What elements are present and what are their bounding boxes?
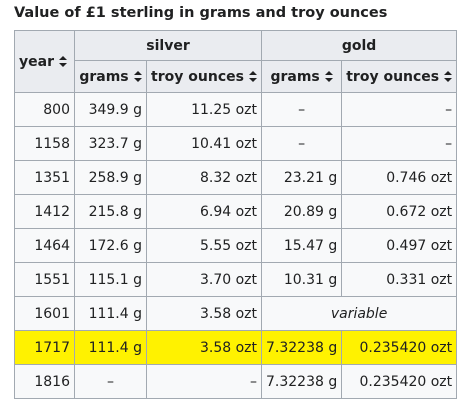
table-row: 1412 215.8 g 6.94 ozt 20.89 g 0.672 ozt <box>14 194 458 229</box>
gold-grams-cell: 15.47 g <box>260 228 343 263</box>
gold-grams-cell: 23.21 g <box>260 160 343 195</box>
year-cell: 1412 <box>14 194 75 229</box>
sort-arrows-icon <box>58 55 67 67</box>
silver-troy-ounces-cell: – <box>146 364 262 399</box>
year-header-label: year <box>19 53 54 70</box>
column-group-silver: silver <box>74 30 262 61</box>
year-cell: 1464 <box>14 228 75 263</box>
header-label: troy ounces <box>346 68 440 85</box>
silver-header-label: silver <box>146 37 190 54</box>
header-label: grams <box>79 68 129 85</box>
silver-grams-cell: 323.7 g <box>74 126 147 161</box>
silver-troy-ounces-cell: 11.25 ozt <box>146 92 262 127</box>
gold-header-label: gold <box>341 37 377 54</box>
silver-grams-cell: 111.4 g <box>74 296 147 331</box>
year-cell: 1717 <box>14 330 75 365</box>
table-row: 1601 111.4 g 3.58 ozt variable <box>14 296 458 331</box>
gold-grams-cell: – <box>260 126 343 161</box>
gold-troy-ounces-cell: 0.331 ozt <box>341 262 458 297</box>
silver-grams-cell: 215.8 g <box>74 194 147 229</box>
year-cell: 800 <box>14 92 75 127</box>
header-label: grams <box>270 68 320 85</box>
column-header-gold-grams[interactable]: grams <box>260 60 343 93</box>
silver-troy-ounces-cell: 8.32 ozt <box>146 160 262 195</box>
column-header-gold-troy-ounces[interactable]: troy ounces <box>341 60 458 93</box>
gold-grams-cell: 7.32238 g <box>260 364 343 399</box>
column-header-silver-troy-ounces[interactable]: troy ounces <box>146 60 262 93</box>
gold-grams-cell: 20.89 g <box>260 194 343 229</box>
column-header-year[interactable]: year <box>14 30 75 93</box>
year-cell: 1551 <box>14 262 75 297</box>
header-label: troy ounces <box>151 68 244 85</box>
silver-grams-cell: 349.9 g <box>74 92 147 127</box>
silver-troy-ounces-cell: 3.58 ozt <box>146 296 262 331</box>
silver-troy-ounces-cell: 3.70 ozt <box>146 262 262 297</box>
sort-arrows-icon <box>444 70 453 82</box>
table-row: 1551 115.1 g 3.70 ozt 10.31 g 0.331 ozt <box>14 262 458 297</box>
silver-grams-cell: 111.4 g <box>74 330 147 365</box>
sterling-value-table: year silver gold grams troy ounces grams… <box>14 30 458 399</box>
silver-grams-cell: – <box>74 364 147 399</box>
sort-arrows-icon <box>248 70 257 82</box>
table-row: 1816 – – 7.32238 g 0.235420 ozt <box>14 364 458 399</box>
silver-troy-ounces-cell: 5.55 ozt <box>146 228 262 263</box>
gold-troy-ounces-cell: 0.235420 ozt <box>341 364 458 399</box>
gold-grams-cell: 10.31 g <box>260 262 343 297</box>
column-header-silver-grams[interactable]: grams <box>74 60 147 93</box>
gold-troy-ounces-cell: 0.235420 ozt <box>341 330 458 365</box>
year-cell: 1158 <box>14 126 75 161</box>
table-row: 1464 172.6 g 5.55 ozt 15.47 g 0.497 ozt <box>14 228 458 263</box>
gold-grams-cell: 7.32238 g <box>260 330 343 365</box>
silver-grams-cell: 115.1 g <box>74 262 147 297</box>
gold-troy-ounces-cell: – <box>341 126 458 161</box>
table-row: 800 349.9 g 11.25 ozt – – <box>14 92 458 127</box>
gold-troy-ounces-cell: 0.746 ozt <box>341 160 458 195</box>
silver-grams-cell: 258.9 g <box>74 160 147 195</box>
gold-variable-note: variable <box>260 296 458 331</box>
silver-troy-ounces-cell: 10.41 ozt <box>146 126 262 161</box>
table-row-highlighted: 1717 111.4 g 3.58 ozt 7.32238 g 0.235420… <box>14 330 458 365</box>
year-cell: 1351 <box>14 160 75 195</box>
sort-arrows-icon <box>133 70 142 82</box>
gold-grams-cell: – <box>260 92 343 127</box>
column-group-gold: gold <box>260 30 458 61</box>
gold-troy-ounces-cell: – <box>341 92 458 127</box>
silver-troy-ounces-cell: 3.58 ozt <box>146 330 262 365</box>
year-cell: 1601 <box>14 296 75 331</box>
table-row: 1158 323.7 g 10.41 ozt – – <box>14 126 458 161</box>
year-cell: 1816 <box>14 364 75 399</box>
sort-arrows-icon <box>324 70 333 82</box>
silver-troy-ounces-cell: 6.94 ozt <box>146 194 262 229</box>
table-row: 1351 258.9 g 8.32 ozt 23.21 g 0.746 ozt <box>14 160 458 195</box>
table-caption: Value of £1 sterling in grams and troy o… <box>14 5 388 21</box>
silver-grams-cell: 172.6 g <box>74 228 147 263</box>
gold-troy-ounces-cell: 0.497 ozt <box>341 228 458 263</box>
gold-troy-ounces-cell: 0.672 ozt <box>341 194 458 229</box>
